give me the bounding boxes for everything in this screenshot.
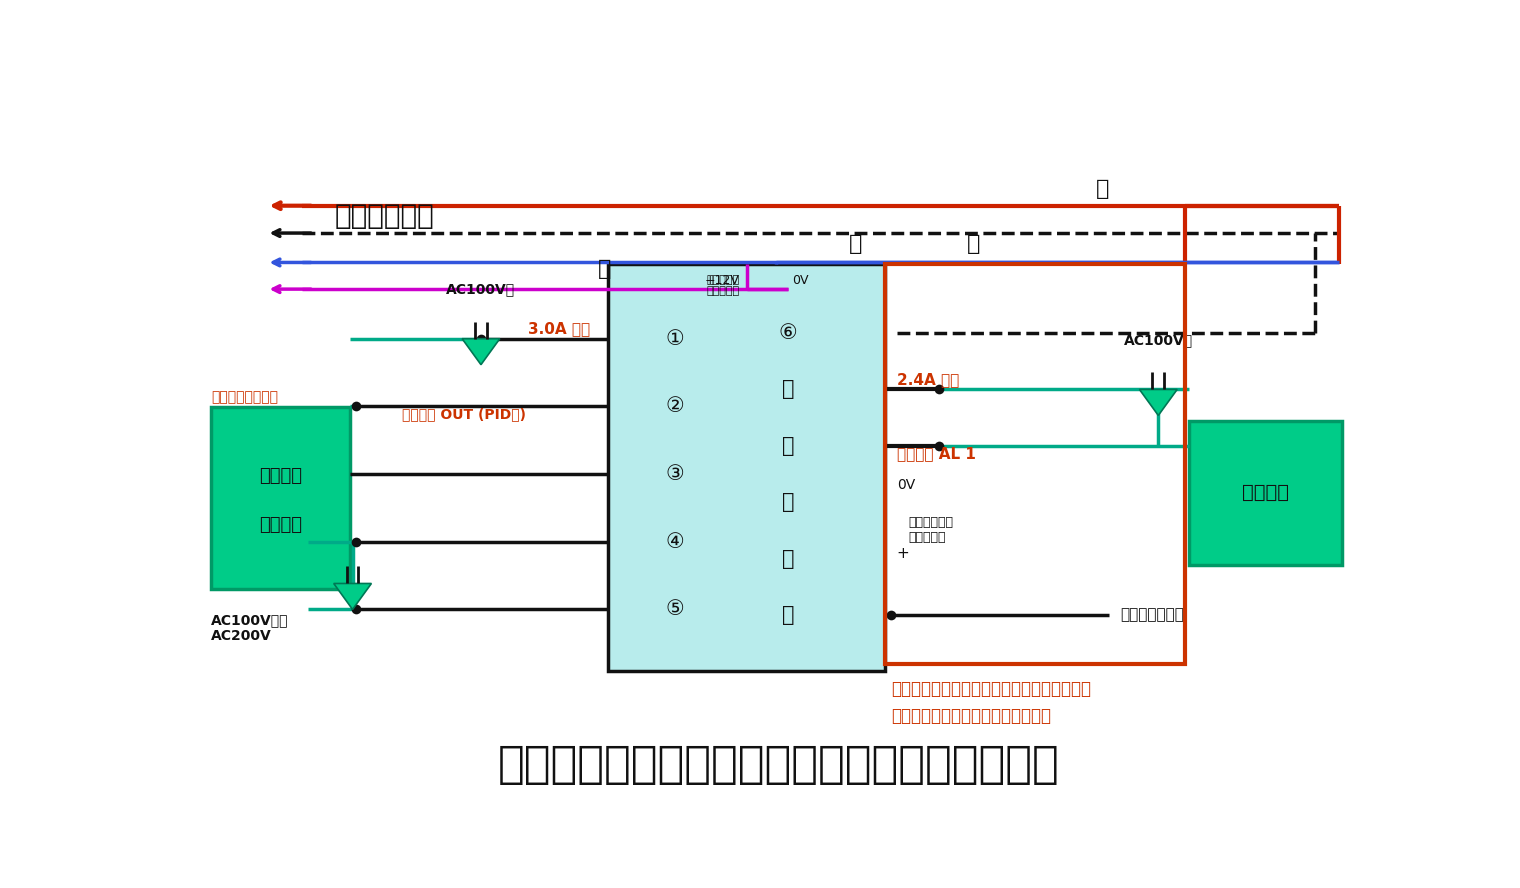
Text: 接点出力 AL 1: 接点出力 AL 1 (897, 447, 976, 462)
Polygon shape (334, 583, 371, 609)
Text: 茶: 茶 (1096, 178, 1110, 199)
Text: 青: 青 (848, 234, 862, 254)
Text: ⑫: ⑫ (781, 436, 795, 456)
Text: 除湿器、: 除湿器、 (260, 467, 302, 485)
Text: 接点出力 OUT (PID可): 接点出力 OUT (PID可) (401, 408, 526, 422)
Polygon shape (1140, 390, 1176, 416)
Text: 湿度センサ
駆動用電源: 湿度センサ 駆動用電源 (707, 275, 740, 297)
Text: 白: 白 (967, 234, 980, 254)
Text: 加湿器、除湿器、湿度センサ等の外部機器は: 加湿器、除湿器、湿度センサ等の外部機器は (891, 680, 1091, 698)
Bar (608, 264, 885, 670)
Text: 0V: 0V (897, 479, 915, 492)
Text: 相対湿度信号
の電圧入力: 相対湿度信号 の電圧入力 (909, 516, 953, 544)
Text: 0V: 0V (792, 274, 809, 288)
Text: ⑤: ⑤ (666, 599, 684, 620)
Text: AC100V等: AC100V等 (447, 282, 515, 297)
Polygon shape (462, 338, 500, 365)
Text: ⑮: ⑮ (781, 605, 795, 625)
Text: 通常は接続なし: 通常は接続なし (1120, 607, 1184, 622)
Text: 湿度調節計裏面の各端子と外部機器との配線例: 湿度調節計裏面の各端子と外部機器との配線例 (499, 743, 1059, 786)
Bar (1189, 421, 1342, 565)
Text: ⑪: ⑪ (781, 379, 795, 400)
Text: 2.4A 以下: 2.4A 以下 (897, 372, 959, 386)
Text: 3.0A 以下: 3.0A 以下 (527, 321, 590, 336)
Text: ④: ④ (666, 532, 684, 551)
Text: ⑥: ⑥ (778, 323, 798, 343)
Text: 本湿度調節計に付属しておりません: 本湿度調節計に付属しておりません (891, 708, 1050, 725)
Text: AC100V又は
AC200V: AC100V又は AC200V (211, 613, 289, 643)
Text: 湿度センサへ: 湿度センサへ (334, 202, 435, 230)
Text: AC100V等: AC100V等 (1123, 333, 1193, 347)
Text: ⑬: ⑬ (781, 492, 795, 512)
Text: +: + (897, 546, 909, 560)
Text: 加湿器等: 加湿器等 (260, 516, 302, 535)
Text: 警報機等: 警報機等 (1242, 483, 1289, 503)
Text: ①: ① (666, 329, 684, 349)
Bar (885, 264, 1186, 664)
Text: ③: ③ (666, 464, 684, 484)
Bar (211, 408, 350, 589)
Text: 湿度目標値に連動: 湿度目標値に連動 (211, 390, 278, 404)
Text: ②: ② (666, 396, 684, 416)
Text: ⑭: ⑭ (781, 549, 795, 568)
Text: +12V: +12V (704, 274, 739, 288)
Text: 紫: 紫 (597, 259, 611, 279)
